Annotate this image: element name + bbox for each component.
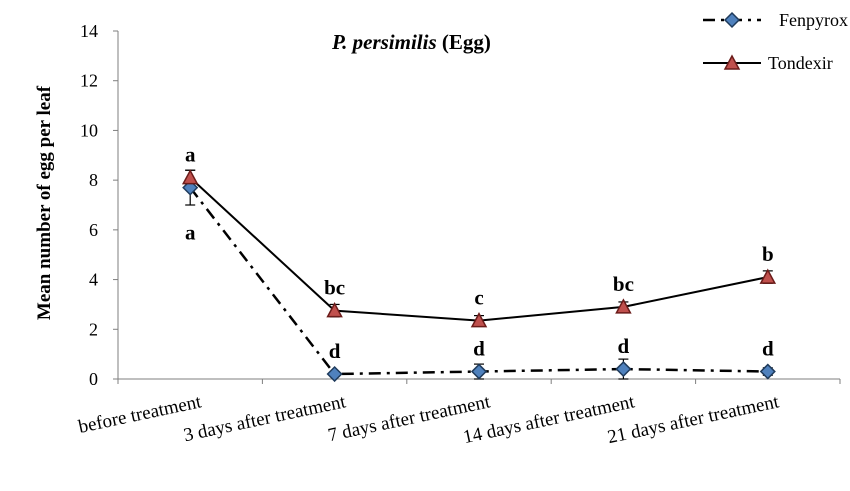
legend-marker-fenpyrox: [723, 11, 741, 29]
series-layer: a d d d d a bc c bc b: [181, 143, 777, 383]
chart-title-stage: (Egg): [437, 30, 491, 54]
data-point-tondexir: [615, 298, 632, 314]
y-tick-label: 2: [89, 319, 98, 339]
data-point-fenpyrox: [615, 360, 632, 378]
significance-label-tondexir: bc: [324, 276, 345, 300]
legend-label-tondexir: Tondexir: [768, 53, 833, 73]
legend: Fenpyrox Tondexir: [703, 10, 848, 73]
chart-title: P. persimilis (Egg): [331, 30, 491, 54]
significance-label-tondexir: c: [474, 286, 483, 310]
data-point-tondexir: [181, 169, 199, 185]
chart-title-species: P. persimilis: [331, 30, 437, 54]
y-tick-label: 8: [89, 170, 98, 190]
significance-label-fenpyrox: d: [473, 337, 485, 361]
data-point-fenpyrox: [470, 363, 488, 380]
significance-label-fenpyrox: d: [618, 334, 630, 358]
y-tick-label: 14: [80, 21, 98, 41]
legend-label-fenpyrox: Fenpyrox: [779, 10, 848, 30]
y-tick-label: 4: [89, 270, 98, 290]
significance-label-fenpyrox: a: [185, 221, 196, 245]
significance-label-tondexir: a: [185, 143, 196, 167]
x-tick-label: 3 days after treatment: [182, 391, 349, 446]
legend-entry-fenpyrox: Fenpyrox: [703, 10, 848, 30]
significance-label-fenpyrox: d: [329, 339, 341, 363]
legend-marker-tondexir: [723, 54, 741, 70]
legend-entry-tondexir: Tondexir: [703, 53, 833, 73]
y-axis-title: Mean number of egg per leaf: [34, 85, 55, 320]
y-tick-label: 0: [89, 369, 98, 389]
y-tick-label: 6: [89, 220, 98, 240]
data-point-tondexir: [326, 302, 343, 318]
significance-label-tondexir: bc: [613, 272, 634, 296]
significance-label-fenpyrox: d: [762, 337, 774, 361]
data-point-tondexir: [759, 268, 777, 284]
data-point-fenpyrox: [759, 363, 776, 380]
y-tick-label: 12: [80, 71, 98, 91]
y-tick-label: 10: [80, 120, 98, 140]
data-point-tondexir: [470, 312, 488, 328]
data-point-fenpyrox: [326, 365, 343, 383]
significance-label-tondexir: b: [762, 242, 774, 266]
